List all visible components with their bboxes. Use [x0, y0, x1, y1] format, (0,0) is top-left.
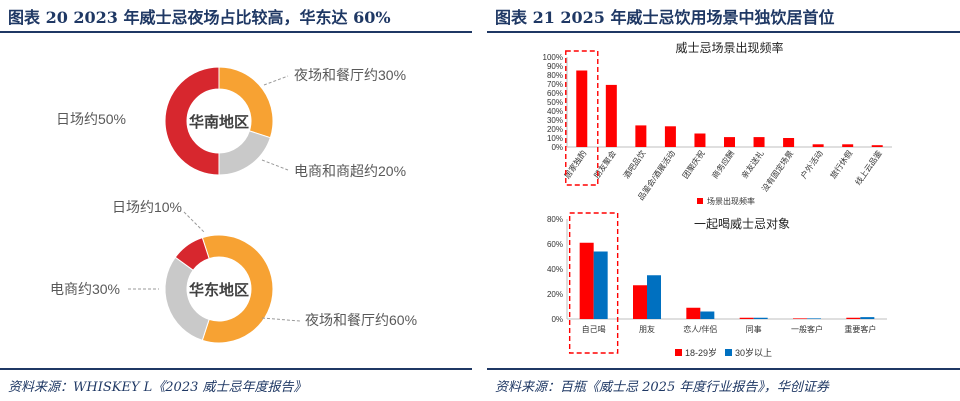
legend-swatch — [725, 349, 732, 356]
y-tick-label: 80% — [547, 71, 563, 80]
y-tick-label: 20% — [547, 290, 563, 299]
x-tick-label: 团聚庆祝 — [680, 148, 707, 180]
drinking-partner-chart: 一起喝威士忌对象 0% 20% 40% 60% 80% 自己喝 朋友 恋人/伴侣 同事 一般客户 重要… — [547, 212, 887, 358]
bar — [812, 144, 824, 147]
x-tick-label: 自己喝 — [582, 324, 606, 334]
slice-label: 日场约10% — [112, 199, 182, 215]
donut-chart-2: 夜场和餐厅约60% 电商约30% 日场约10% 华东地区 — [50, 199, 417, 344]
scene-frequency-chart: 威士忌场景出现频率 0%10%20%30%40%50%60%70%80%90%10… — [543, 40, 892, 206]
figure-20-title: 图表 20 2023 年威士忌夜场占比较高，华东达 60% — [8, 8, 391, 27]
leader-line — [183, 211, 205, 233]
region-label: 华东地区 — [189, 281, 249, 299]
bar — [635, 125, 647, 147]
bar — [579, 242, 594, 319]
title-divider — [487, 31, 960, 33]
bar — [664, 126, 676, 147]
y-tick-label: 90% — [547, 62, 563, 71]
bar — [724, 137, 735, 147]
bar — [576, 70, 588, 147]
y-tick-label: 60% — [547, 240, 563, 249]
title-divider — [0, 31, 472, 33]
chart-title: 威士忌场景出现频率 — [675, 40, 783, 55]
slice-label: 电商和商超约20% — [294, 163, 406, 179]
figure-21-title: 图表 21 2025 年威士忌饮用场景中独饮居首位 — [495, 8, 835, 27]
leader-line — [263, 75, 289, 86]
source-divider — [487, 368, 960, 370]
donut-chart-1: 夜场和餐厅约30% 电商和商超约20% 日场约50% 华南地区 — [56, 66, 406, 179]
donut-slice — [174, 237, 210, 271]
y-tick-label: 60% — [547, 89, 563, 98]
bar — [633, 285, 647, 319]
x-tick-label: 重要客户 — [844, 324, 876, 334]
x-tick-label: 朋友 — [639, 324, 655, 334]
figure-20-source: 资料来源：WHISKEY L《2023 威士忌年度报告》 — [8, 380, 307, 395]
left-figure-panel: 图表 20 2023 年威士忌夜场占比较高，华东达 60% 夜场和餐厅约30% 电… — [0, 0, 472, 401]
chart-title: 一起喝威士忌对象 — [694, 217, 790, 231]
y-tick-label: 0% — [551, 315, 563, 324]
y-tick-label: 100% — [543, 53, 563, 62]
bar — [842, 144, 854, 147]
bar — [686, 307, 701, 319]
legend-swatch — [675, 349, 682, 356]
bar — [605, 84, 617, 147]
x-tick-label: 线上云品鉴 — [853, 148, 884, 187]
bar — [793, 318, 807, 319]
highlight-box — [568, 212, 619, 354]
bar — [647, 275, 661, 319]
bar — [783, 138, 795, 147]
x-tick-label: 户外活动 — [798, 148, 825, 180]
donut-hole — [188, 90, 250, 152]
x-tick-label: 酒吧品饮 — [621, 148, 648, 180]
bar — [694, 133, 706, 147]
bar — [753, 317, 768, 319]
donut-slice — [164, 66, 220, 176]
donut-hole — [188, 258, 250, 320]
y-tick-label: 40% — [547, 107, 563, 116]
x-tick-label: 旅行休假 — [828, 148, 855, 180]
y-tick-label: 50% — [547, 98, 563, 107]
leader-line — [261, 317, 301, 322]
y-tick-label: 0% — [551, 143, 563, 152]
slice-label: 日场约50% — [56, 111, 126, 127]
bar — [860, 317, 875, 319]
y-tick-label: 40% — [547, 265, 563, 274]
legend-label: 18-29岁 — [685, 347, 717, 358]
x-tick-label: 朋友聚会 — [591, 148, 618, 180]
donut-slice — [201, 234, 274, 344]
bar — [700, 311, 715, 319]
legend-label: 场景出现频率 — [707, 196, 755, 206]
bar — [753, 137, 765, 147]
x-tick-label: 商务应酬 — [710, 148, 737, 180]
bar — [807, 318, 821, 319]
x-tick-label: 同事 — [746, 324, 762, 334]
bar — [593, 251, 608, 319]
y-tick-label: 20% — [547, 125, 563, 134]
bar — [739, 317, 754, 319]
x-tick-label: 亲友送礼 — [739, 148, 766, 180]
bar — [871, 145, 883, 147]
leader-line — [261, 159, 289, 171]
legend-swatch — [697, 198, 703, 204]
y-tick-label: 70% — [547, 80, 563, 89]
source-divider — [0, 368, 472, 370]
y-tick-label: 10% — [547, 134, 563, 143]
x-tick-label: 恋人/伴侣 — [683, 324, 717, 334]
y-tick-label: 30% — [547, 116, 563, 125]
slice-label: 夜场和餐厅约30% — [294, 67, 406, 83]
region-label: 华南地区 — [189, 113, 249, 131]
right-figure-panel: 图表 21 2025 年威士忌饮用场景中独饮居首位 威士忌场景出现频率 0% 10%… — [487, 0, 960, 401]
slice-label: 电商约30% — [50, 281, 120, 297]
y-tick-label: 80% — [547, 215, 563, 224]
figure-21-source: 资料来源：百瓶《威士忌 2025 年度行业报告》，华创证券 — [495, 380, 829, 395]
slice-label: 夜场和餐厅约60% — [305, 312, 417, 328]
bar-charts: 威士忌场景出现频率0%10%20%30%40%50%60%70%80%90%10… — [543, 40, 892, 358]
bar — [846, 317, 861, 319]
legend-label: 30岁以上 — [735, 347, 772, 358]
x-tick-label: 一般客户 — [791, 324, 823, 334]
